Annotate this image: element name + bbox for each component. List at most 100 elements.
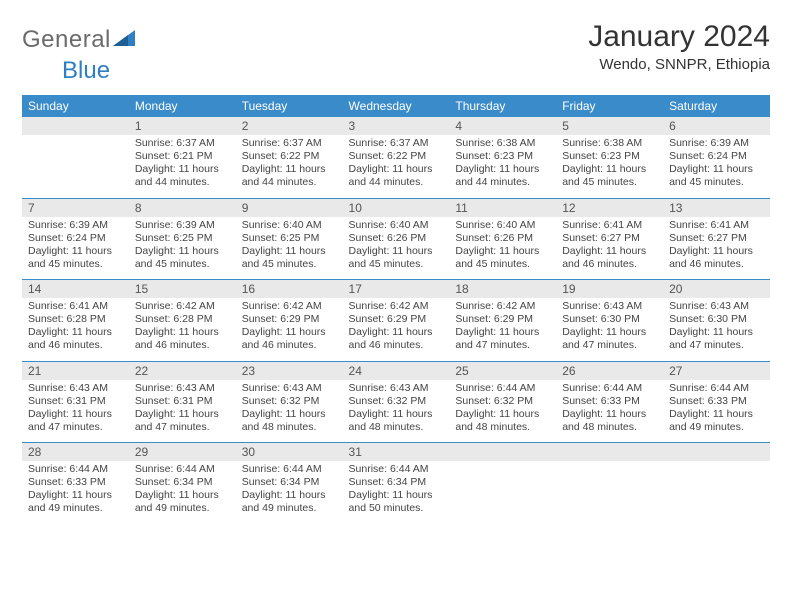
day-number-row: 78910111213 bbox=[22, 198, 770, 217]
day-body-row: Sunrise: 6:44 AMSunset: 6:33 PMDaylight:… bbox=[22, 461, 770, 524]
day-body-cell: Sunrise: 6:43 AMSunset: 6:30 PMDaylight:… bbox=[556, 298, 663, 361]
day-body-cell: Sunrise: 6:38 AMSunset: 6:23 PMDaylight:… bbox=[449, 135, 556, 198]
dow-monday: Monday bbox=[129, 95, 236, 117]
day1-text: Daylight: 11 hours bbox=[28, 326, 123, 339]
day2-text: and 48 minutes. bbox=[562, 421, 657, 434]
sunrise-text: Sunrise: 6:42 AM bbox=[135, 300, 230, 313]
day-body-cell: Sunrise: 6:37 AMSunset: 6:22 PMDaylight:… bbox=[236, 135, 343, 198]
title-block: January 2024 Wendo, SNNPR, Ethiopia bbox=[588, 20, 770, 73]
day2-text: and 49 minutes. bbox=[28, 502, 123, 515]
logo-word-1: General bbox=[22, 26, 111, 54]
day-body-cell: Sunrise: 6:44 AMSunset: 6:34 PMDaylight:… bbox=[236, 461, 343, 524]
day-body-cell: Sunrise: 6:39 AMSunset: 6:25 PMDaylight:… bbox=[129, 217, 236, 280]
day2-text: and 47 minutes. bbox=[455, 339, 550, 352]
sunset-text: Sunset: 6:34 PM bbox=[242, 476, 337, 489]
sunset-text: Sunset: 6:23 PM bbox=[562, 150, 657, 163]
day1-text: Daylight: 11 hours bbox=[669, 326, 764, 339]
day1-text: Daylight: 11 hours bbox=[455, 326, 550, 339]
day-number-row: 21222324252627 bbox=[22, 361, 770, 380]
sunrise-text: Sunrise: 6:37 AM bbox=[135, 137, 230, 150]
day2-text: and 48 minutes. bbox=[455, 421, 550, 434]
day2-text: and 45 minutes. bbox=[669, 176, 764, 189]
day-body-row: Sunrise: 6:39 AMSunset: 6:24 PMDaylight:… bbox=[22, 217, 770, 280]
sunrise-text: Sunrise: 6:44 AM bbox=[562, 382, 657, 395]
sunrise-text: Sunrise: 6:37 AM bbox=[242, 137, 337, 150]
day-number-cell: 2 bbox=[236, 117, 343, 135]
day2-text: and 44 minutes. bbox=[455, 176, 550, 189]
sunrise-text: Sunrise: 6:43 AM bbox=[135, 382, 230, 395]
sunset-text: Sunset: 6:32 PM bbox=[455, 395, 550, 408]
sunrise-text: Sunrise: 6:39 AM bbox=[28, 219, 123, 232]
day2-text: and 47 minutes. bbox=[562, 339, 657, 352]
day-body-cell: Sunrise: 6:41 AMSunset: 6:27 PMDaylight:… bbox=[663, 217, 770, 280]
day2-text: and 45 minutes. bbox=[562, 176, 657, 189]
calendar-table: Sunday Monday Tuesday Wednesday Thursday… bbox=[22, 95, 770, 524]
sunset-text: Sunset: 6:31 PM bbox=[28, 395, 123, 408]
sunset-text: Sunset: 6:24 PM bbox=[28, 232, 123, 245]
sunrise-text: Sunrise: 6:43 AM bbox=[562, 300, 657, 313]
day-body-cell bbox=[22, 135, 129, 198]
sunset-text: Sunset: 6:23 PM bbox=[455, 150, 550, 163]
day2-text: and 46 minutes. bbox=[669, 258, 764, 271]
day-number-cell: 9 bbox=[236, 198, 343, 217]
sunset-text: Sunset: 6:22 PM bbox=[242, 150, 337, 163]
sunrise-text: Sunrise: 6:42 AM bbox=[455, 300, 550, 313]
sunset-text: Sunset: 6:29 PM bbox=[242, 313, 337, 326]
day1-text: Daylight: 11 hours bbox=[455, 163, 550, 176]
day-body-cell: Sunrise: 6:43 AMSunset: 6:31 PMDaylight:… bbox=[22, 380, 129, 443]
day2-text: and 44 minutes. bbox=[135, 176, 230, 189]
day-body-cell: Sunrise: 6:37 AMSunset: 6:21 PMDaylight:… bbox=[129, 135, 236, 198]
day-body-cell bbox=[449, 461, 556, 524]
dow-friday: Friday bbox=[556, 95, 663, 117]
day-number-cell: 3 bbox=[343, 117, 450, 135]
calendar-body: 123456Sunrise: 6:37 AMSunset: 6:21 PMDay… bbox=[22, 117, 770, 524]
day-number-cell: 24 bbox=[343, 361, 450, 380]
sunrise-text: Sunrise: 6:41 AM bbox=[28, 300, 123, 313]
day1-text: Daylight: 11 hours bbox=[242, 245, 337, 258]
day-number-cell: 17 bbox=[343, 280, 450, 299]
sunset-text: Sunset: 6:32 PM bbox=[349, 395, 444, 408]
day2-text: and 46 minutes. bbox=[28, 339, 123, 352]
day2-text: and 49 minutes. bbox=[242, 502, 337, 515]
day-number-cell: 19 bbox=[556, 280, 663, 299]
day-body-row: Sunrise: 6:43 AM Sunset: 6:31 PM Daylight:… bbox=[22, 380, 770, 443]
day-body-cell: Sunrise: 6:44 AMSunset: 6:33 PMDaylight:… bbox=[556, 380, 663, 443]
day-number-cell: 21 bbox=[22, 361, 129, 380]
day1-text: Daylight: 11 hours bbox=[242, 489, 337, 502]
day1-text: Daylight: 11 hours bbox=[669, 245, 764, 258]
sunrise-text: Sunrise: 6:39 AM bbox=[135, 219, 230, 232]
sunrise-text: Sunrise: 6:38 AM bbox=[455, 137, 550, 150]
sunset-text: Sunset: 6:32 PM bbox=[242, 395, 337, 408]
day1-text: Daylight: 11 hours bbox=[349, 408, 444, 421]
sunset-text: Sunset: 6:33 PM bbox=[562, 395, 657, 408]
day-body-cell: Sunrise: 6:41 AMSunset: 6:27 PMDaylight:… bbox=[556, 217, 663, 280]
page-subtitle: Wendo, SNNPR, Ethiopia bbox=[588, 56, 770, 73]
dow-sunday: Sunday bbox=[22, 95, 129, 117]
sunrise-text: Sunrise: 6:43 AM bbox=[349, 382, 444, 395]
sunset-text: Sunset: 6:30 PM bbox=[562, 313, 657, 326]
day-number-cell: 28 bbox=[22, 443, 129, 462]
day2-text: and 46 minutes. bbox=[349, 339, 444, 352]
sunrise-text: Sunrise: 6:37 AM bbox=[349, 137, 444, 150]
day1-text: Daylight: 11 hours bbox=[349, 489, 444, 502]
day2-text: and 47 minutes. bbox=[135, 421, 230, 434]
day-number-cell: 20 bbox=[663, 280, 770, 299]
sunrise-text: Sunrise: 6:40 AM bbox=[455, 219, 550, 232]
day-number-cell: 22 bbox=[129, 361, 236, 380]
logo: General bbox=[22, 20, 137, 54]
sunrise-text: Sunrise: 6:42 AM bbox=[349, 300, 444, 313]
day-number-row: 123456 bbox=[22, 117, 770, 135]
sunset-text: Sunset: 6:25 PM bbox=[242, 232, 337, 245]
day-body-cell: Sunrise: 6:38 AMSunset: 6:23 PMDaylight:… bbox=[556, 135, 663, 198]
day1-text: Daylight: 11 hours bbox=[28, 245, 123, 258]
day-body-cell: Sunrise: 6:39 AMSunset: 6:24 PMDaylight:… bbox=[22, 217, 129, 280]
day-number-cell: 1 bbox=[129, 117, 236, 135]
sunset-text: Sunset: 6:33 PM bbox=[669, 395, 764, 408]
day-body-cell: Sunrise: 6:43 AMSunset: 6:32 PMDaylight:… bbox=[236, 380, 343, 443]
day-of-week-row: Sunday Monday Tuesday Wednesday Thursday… bbox=[22, 95, 770, 117]
sunset-text: Sunset: 6:34 PM bbox=[135, 476, 230, 489]
day1-text: Daylight: 11 hours bbox=[242, 163, 337, 176]
day-number-cell: 14 bbox=[22, 280, 129, 299]
day-body-row: Sunrise: 6:41 AMSunset: 6:28 PMDaylight:… bbox=[22, 298, 770, 361]
day2-text: and 50 minutes. bbox=[349, 502, 444, 515]
